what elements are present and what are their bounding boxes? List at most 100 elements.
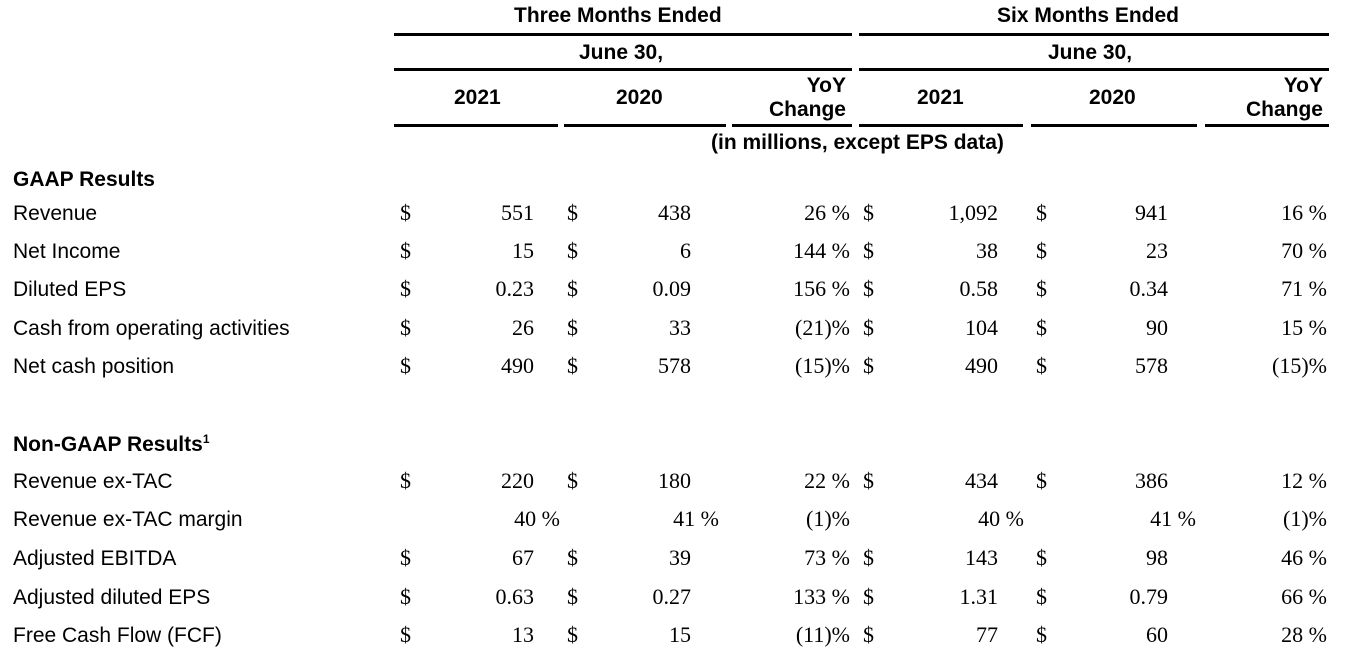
six-2020-value: 98 bbox=[1146, 545, 1168, 570]
three-yoy-change: (11)% bbox=[795, 622, 850, 647]
six-months-rule bbox=[859, 33, 1329, 36]
three-2021-value: 40 % bbox=[514, 506, 560, 531]
six-date-rule bbox=[859, 68, 1329, 71]
three-yoy-change: 22 % bbox=[804, 468, 850, 493]
dollar-sign: $ bbox=[1036, 276, 1047, 301]
three-2020-value: 438 bbox=[658, 200, 691, 225]
six-yoy-change: (15)% bbox=[1272, 353, 1327, 378]
six-2021-value: 490 bbox=[965, 353, 998, 378]
col-rule-three-yoy bbox=[732, 124, 852, 127]
dollar-sign: $ bbox=[400, 200, 411, 225]
dollar-sign: $ bbox=[1036, 353, 1047, 378]
dollar-sign: $ bbox=[1036, 584, 1047, 609]
dollar-sign: $ bbox=[567, 545, 578, 570]
three-yoy-change: 26 % bbox=[804, 200, 850, 225]
six-2020-value: 578 bbox=[1135, 353, 1168, 378]
three-2020-value: 15 bbox=[669, 622, 691, 647]
dollar-sign: $ bbox=[567, 622, 578, 647]
six-2020-value: 0.79 bbox=[1129, 584, 1169, 609]
three-2020-value: 180 bbox=[658, 468, 691, 493]
dollar-sign: $ bbox=[863, 468, 874, 493]
row-label: Adjusted diluted EPS bbox=[13, 586, 211, 609]
col-header-six-2020: 2020 bbox=[1089, 86, 1136, 109]
dollar-sign: $ bbox=[567, 468, 578, 493]
six-yoy-change: 16 % bbox=[1281, 200, 1327, 225]
three-months-date: June 30, bbox=[579, 41, 664, 64]
dollar-sign: $ bbox=[567, 238, 578, 263]
six-yoy-change: 15 % bbox=[1281, 315, 1327, 340]
dollar-sign: $ bbox=[863, 238, 874, 263]
dollar-sign: $ bbox=[400, 276, 411, 301]
six-yoy-change: 28 % bbox=[1281, 622, 1327, 647]
dollar-sign: $ bbox=[863, 622, 874, 647]
dollar-sign: $ bbox=[400, 468, 411, 493]
three-yoy-change: (15)% bbox=[795, 353, 850, 378]
three-2021-value: 13 bbox=[512, 622, 534, 647]
six-months-date: June 30, bbox=[1048, 41, 1133, 64]
dollar-sign: $ bbox=[400, 622, 411, 647]
row-label: Free Cash Flow (FCF) bbox=[13, 624, 222, 647]
six-yoy-change: 70 % bbox=[1281, 238, 1327, 263]
row-label: Net Income bbox=[13, 240, 121, 263]
three-2020-value: 39 bbox=[669, 545, 691, 570]
six-yoy-change: 71 % bbox=[1281, 276, 1327, 301]
dollar-sign: $ bbox=[1036, 468, 1047, 493]
three-2020-value: 578 bbox=[658, 353, 691, 378]
row-label: Revenue bbox=[13, 202, 98, 225]
dollar-sign: $ bbox=[863, 353, 874, 378]
dollar-sign: $ bbox=[400, 238, 411, 263]
dollar-sign: $ bbox=[567, 315, 578, 340]
dollar-sign: $ bbox=[863, 584, 874, 609]
three-yoy-change: (21)% bbox=[795, 315, 850, 340]
three-2021-value: 0.23 bbox=[495, 276, 535, 301]
three-yoy-change: (1)% bbox=[806, 506, 850, 531]
dollar-sign: $ bbox=[1036, 545, 1047, 570]
three-2020-value: 33 bbox=[669, 315, 691, 340]
six-2020-value: 90 bbox=[1146, 315, 1168, 340]
dollar-sign: $ bbox=[1036, 315, 1047, 340]
three-2020-value: 41 % bbox=[673, 506, 719, 531]
col-header-three-2021: 2021 bbox=[454, 86, 501, 109]
three-2020-value: 0.09 bbox=[652, 276, 692, 301]
col-header-three-2020: 2020 bbox=[616, 86, 663, 109]
row-label: Revenue ex-TAC bbox=[13, 470, 173, 493]
dollar-sign: $ bbox=[567, 200, 578, 225]
three-2021-value: 551 bbox=[501, 200, 534, 225]
col-header-six-2021: 2021 bbox=[917, 86, 964, 109]
dollar-sign: $ bbox=[1036, 238, 1047, 263]
col-header-three-yoy-line1: YoY bbox=[806, 74, 846, 97]
dollar-sign: $ bbox=[863, 200, 874, 225]
three-months-rule bbox=[394, 33, 852, 36]
dollar-sign: $ bbox=[567, 276, 578, 301]
three-yoy-change: 144 % bbox=[793, 238, 850, 263]
three-2021-value: 26 bbox=[512, 315, 534, 340]
three-2021-value: 0.63 bbox=[495, 584, 535, 609]
col-rule-six-yoy bbox=[1205, 124, 1329, 127]
dollar-sign: $ bbox=[863, 276, 874, 301]
non-gaap-section-title: Non-GAAP Results1 bbox=[13, 432, 210, 456]
three-date-rule bbox=[394, 68, 852, 71]
dollar-sign: $ bbox=[400, 545, 411, 570]
gaap-section-title: GAAP Results bbox=[13, 168, 155, 191]
three-2020-value: 6 bbox=[680, 238, 691, 263]
dollar-sign: $ bbox=[863, 315, 874, 340]
dollar-sign: $ bbox=[400, 584, 411, 609]
six-yoy-change: 66 % bbox=[1281, 584, 1327, 609]
footnote-marker: 1 bbox=[202, 432, 210, 446]
three-2020-value: 0.27 bbox=[652, 584, 692, 609]
six-yoy-change: 12 % bbox=[1281, 468, 1327, 493]
row-label: Diluted EPS bbox=[13, 278, 127, 301]
units-note: (in millions, except EPS data) bbox=[711, 131, 1004, 154]
six-2021-value: 1,092 bbox=[948, 200, 999, 225]
col-rule-three-2020 bbox=[564, 124, 726, 127]
dollar-sign: $ bbox=[1036, 622, 1047, 647]
six-2020-value: 60 bbox=[1146, 622, 1168, 647]
three-yoy-change: 73 % bbox=[804, 545, 850, 570]
dollar-sign: $ bbox=[567, 584, 578, 609]
six-2020-value: 941 bbox=[1135, 200, 1168, 225]
col-header-six-yoy-line1: YoY bbox=[1283, 74, 1323, 97]
three-2021-value: 220 bbox=[501, 468, 534, 493]
six-2021-value: 0.58 bbox=[959, 276, 999, 301]
six-2021-value: 104 bbox=[965, 315, 998, 340]
dollar-sign: $ bbox=[400, 315, 411, 340]
